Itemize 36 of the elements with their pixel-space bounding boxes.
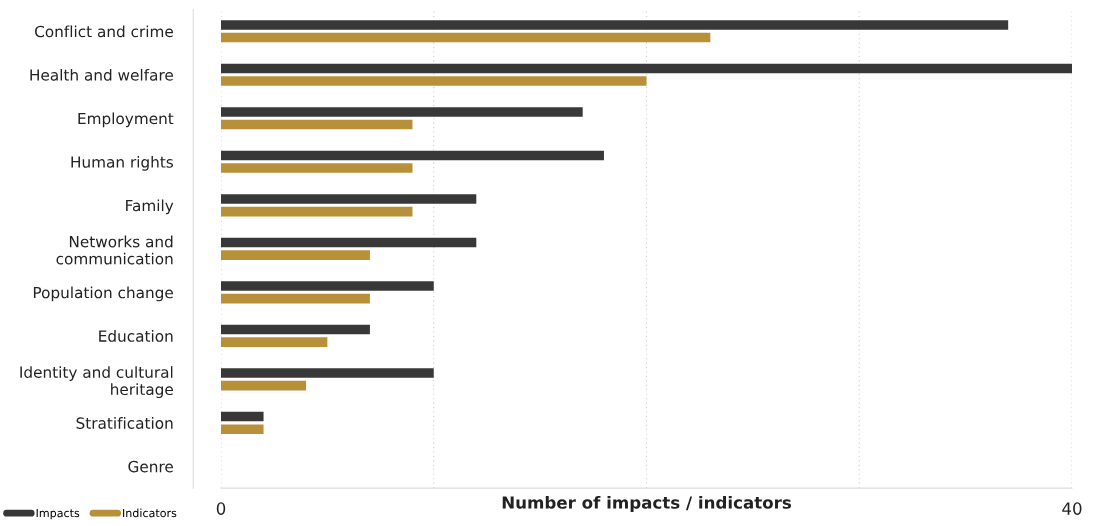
y-tick-label: Population change (33, 286, 173, 302)
y-tick-label: Employment (78, 112, 174, 128)
y-tick-label: Identity and cultural heritage (20, 366, 173, 399)
bar (221, 20, 1009, 30)
y-tick-label: Human rights (71, 155, 174, 171)
y-tick-label: Conflict and crime (35, 25, 173, 38)
x-tick-label: 0 (216, 502, 226, 515)
bar (221, 424, 264, 434)
y-tick-label: Stratification (76, 417, 173, 429)
bar (221, 163, 413, 173)
y-tick-label: Health and welfare (30, 68, 173, 81)
x-tick-label: 40 (1062, 502, 1082, 515)
bar (221, 63, 1072, 74)
bar (221, 76, 647, 86)
y-tick-label: Education (99, 330, 173, 342)
y-tick-label: Family (126, 199, 174, 215)
y-tick-label: Networks and communication (56, 235, 173, 265)
bar (221, 324, 370, 335)
bar (221, 368, 434, 378)
bar (221, 293, 370, 304)
legend-label: Impacts (36, 508, 80, 520)
bar (221, 237, 477, 248)
bar (221, 250, 370, 260)
bar (221, 337, 328, 347)
bar (221, 206, 413, 217)
y-tick-label: Genre (128, 460, 173, 473)
x-axis-title: Number of impacts / indicators (502, 495, 791, 513)
bar (221, 281, 434, 291)
bar (221, 150, 604, 161)
bar (221, 380, 307, 391)
bar (221, 194, 477, 204)
bar (221, 107, 583, 117)
bar (221, 119, 413, 130)
bar (221, 411, 264, 422)
legend-label: Indicators (123, 508, 177, 518)
bar (221, 32, 711, 43)
